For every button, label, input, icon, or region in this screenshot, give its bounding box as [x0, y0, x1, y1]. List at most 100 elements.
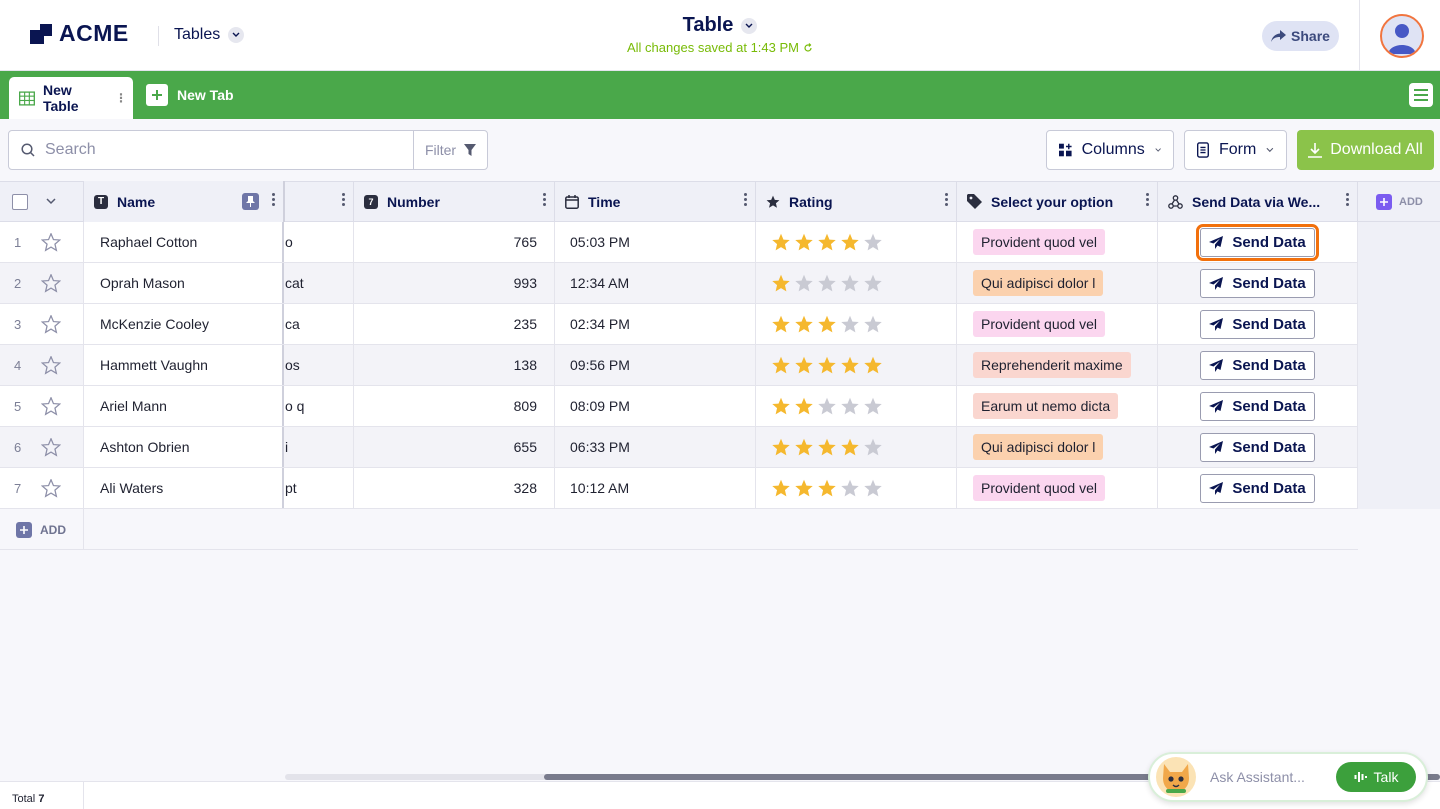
select-all-checkbox[interactable] — [12, 193, 28, 210]
rating-star-icon[interactable] — [840, 233, 860, 252]
rating-star-icon[interactable] — [817, 233, 837, 252]
chevron-down-icon[interactable] — [46, 198, 56, 205]
column-header-time[interactable]: Time — [555, 181, 756, 222]
acme-logo[interactable]: ACME — [30, 20, 129, 47]
name-cell[interactable]: Oprah Mason — [84, 263, 284, 303]
rating-cell[interactable] — [756, 427, 957, 467]
filter-button[interactable]: Filter — [413, 130, 488, 170]
number-cell[interactable]: 993 — [354, 263, 555, 303]
favorite-star-icon[interactable] — [41, 355, 62, 375]
rating-star-icon[interactable] — [771, 438, 791, 457]
select-cell[interactable]: Reprehenderit maxime — [957, 345, 1158, 385]
select-cell[interactable]: Earum ut nemo dicta — [957, 386, 1158, 426]
time-cell[interactable]: 05:03 PM — [555, 222, 756, 262]
rating-star-icon[interactable] — [840, 479, 860, 498]
rating-cell[interactable] — [756, 386, 957, 426]
rating-star-icon[interactable] — [863, 438, 883, 457]
rating-star-icon[interactable] — [817, 356, 837, 375]
send-data-button[interactable]: Send Data — [1200, 268, 1315, 298]
add-column-button[interactable]: ADD — [1358, 181, 1440, 222]
send-data-button[interactable]: Send Data — [1200, 309, 1315, 339]
text-cell[interactable]: pt — [285, 468, 354, 508]
text-cell[interactable]: ca — [285, 304, 354, 344]
more-vertical-icon[interactable]: ⋮ — [115, 91, 127, 105]
rating-star-icon[interactable] — [771, 397, 791, 416]
favorite-star-icon[interactable] — [41, 314, 62, 334]
name-cell[interactable]: McKenzie Cooley — [84, 304, 284, 344]
column-header-text[interactable] — [286, 181, 354, 222]
rating-star-icon[interactable] — [817, 479, 837, 498]
columns-button[interactable]: Columns — [1046, 130, 1174, 170]
column-menu-icon[interactable] — [1146, 193, 1149, 206]
rating-cell[interactable] — [756, 222, 957, 262]
table-row[interactable]: 6 Ashton Obrien i 655 06:33 PM Qui adipi… — [0, 427, 1358, 468]
table-row[interactable]: 2 Oprah Mason cat 993 12:34 AM Qui adipi… — [0, 263, 1358, 304]
hamburger-menu-button[interactable] — [1409, 83, 1433, 107]
pin-icon[interactable] — [242, 193, 259, 210]
rating-star-icon[interactable] — [840, 438, 860, 457]
send-data-button[interactable]: Send Data — [1200, 473, 1315, 503]
rating-star-icon[interactable] — [794, 233, 814, 252]
number-cell[interactable]: 809 — [354, 386, 555, 426]
number-cell[interactable]: 235 — [354, 304, 555, 344]
column-header-send[interactable]: Send Data via We... — [1158, 181, 1358, 222]
download-all-button[interactable]: Download All — [1297, 130, 1434, 170]
column-menu-icon[interactable] — [342, 193, 345, 206]
search-box[interactable]: Search — [8, 130, 414, 170]
name-cell[interactable]: Ashton Obrien — [84, 427, 284, 467]
select-cell[interactable]: Qui adipisci dolor l — [957, 427, 1158, 467]
column-header-rating[interactable]: Rating — [756, 181, 957, 222]
number-cell[interactable]: 138 — [354, 345, 555, 385]
favorite-star-icon[interactable] — [41, 478, 62, 498]
rating-star-icon[interactable] — [771, 315, 791, 334]
rating-star-icon[interactable] — [794, 315, 814, 334]
tables-dropdown[interactable]: Tables — [174, 26, 245, 44]
column-menu-icon[interactable] — [744, 193, 747, 206]
form-button[interactable]: Form — [1184, 130, 1287, 170]
text-cell[interactable]: cat — [285, 263, 354, 303]
text-cell[interactable]: os — [285, 345, 354, 385]
rating-star-icon[interactable] — [840, 315, 860, 334]
send-data-button[interactable]: Send Data — [1200, 432, 1315, 462]
rating-star-icon[interactable] — [863, 397, 883, 416]
rating-cell[interactable] — [756, 468, 957, 508]
rating-cell[interactable] — [756, 263, 957, 303]
tab-new-table[interactable]: New Table ⋮ — [9, 77, 133, 119]
rating-star-icon[interactable] — [863, 356, 883, 375]
favorite-star-icon[interactable] — [41, 396, 62, 416]
favorite-star-icon[interactable] — [41, 437, 62, 457]
rating-cell[interactable] — [756, 304, 957, 344]
rating-star-icon[interactable] — [863, 233, 883, 252]
assistant-widget[interactable]: Ask Assistant... Talk — [1148, 752, 1428, 802]
rating-star-icon[interactable] — [817, 315, 837, 334]
talk-button[interactable]: Talk — [1336, 762, 1416, 792]
add-row-button[interactable]: ADD — [16, 522, 66, 538]
favorite-star-icon[interactable] — [41, 273, 62, 293]
table-row[interactable]: 4 Hammett Vaughn os 138 09:56 PM Reprehe… — [0, 345, 1358, 386]
column-menu-icon[interactable] — [272, 193, 275, 206]
column-header-select[interactable]: Select your option — [957, 181, 1158, 222]
text-cell[interactable]: i — [285, 427, 354, 467]
send-data-button[interactable]: Send Data — [1200, 391, 1315, 421]
name-cell[interactable]: Ali Waters — [84, 468, 284, 508]
column-menu-icon[interactable] — [543, 193, 546, 206]
new-tab-button[interactable]: New Tab — [146, 84, 234, 106]
select-cell[interactable]: Provident quod vel — [957, 468, 1158, 508]
rating-star-icon[interactable] — [863, 274, 883, 293]
table-row[interactable]: 1 Raphael Cotton o 765 05:03 PM Providen… — [0, 222, 1358, 263]
rating-star-icon[interactable] — [817, 274, 837, 293]
rating-star-icon[interactable] — [794, 356, 814, 375]
name-cell[interactable]: Ariel Mann — [84, 386, 284, 426]
number-cell[interactable]: 328 — [354, 468, 555, 508]
rating-star-icon[interactable] — [863, 479, 883, 498]
rating-star-icon[interactable] — [840, 356, 860, 375]
column-menu-icon[interactable] — [945, 193, 948, 206]
select-cell[interactable]: Qui adipisci dolor l — [957, 263, 1158, 303]
name-cell[interactable]: Hammett Vaughn — [84, 345, 284, 385]
search-input[interactable]: Search — [45, 141, 96, 158]
text-cell[interactable]: o q — [285, 386, 354, 426]
send-data-button[interactable]: Send Data — [1196, 223, 1319, 261]
user-avatar[interactable] — [1380, 14, 1424, 58]
rating-star-icon[interactable] — [840, 397, 860, 416]
rating-star-icon[interactable] — [771, 356, 791, 375]
